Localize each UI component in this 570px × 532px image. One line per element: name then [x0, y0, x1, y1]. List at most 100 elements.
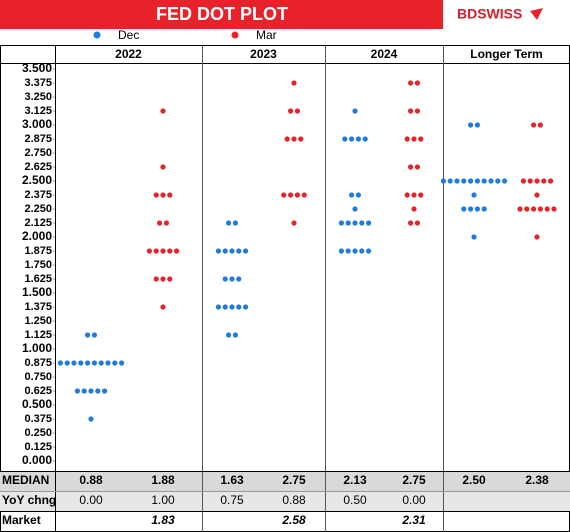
dot — [355, 136, 361, 142]
dot — [338, 248, 344, 254]
dot — [414, 164, 420, 170]
y-tick-label: 0.625 — [24, 385, 52, 397]
dot — [160, 192, 166, 198]
dot — [404, 136, 410, 142]
dot — [527, 178, 533, 184]
yoy-row-bg — [0, 491, 570, 511]
dot — [288, 192, 294, 198]
dot — [288, 108, 294, 114]
dot — [359, 248, 365, 254]
dot — [167, 276, 173, 282]
dot — [160, 276, 166, 282]
dot — [215, 304, 221, 310]
y-tick-label: 2.875 — [24, 133, 52, 145]
column-header: 2024 — [371, 47, 398, 61]
dot — [95, 388, 101, 394]
dot — [85, 332, 91, 338]
dot — [471, 192, 477, 198]
dot — [160, 248, 166, 254]
legend-label: Dec — [118, 28, 139, 42]
dot — [236, 248, 242, 254]
dot — [349, 136, 355, 142]
table-cell: 1.83 — [151, 513, 175, 527]
dot — [481, 206, 487, 212]
dot — [88, 388, 94, 394]
dot — [352, 220, 358, 226]
dot — [411, 192, 417, 198]
dot — [551, 206, 557, 212]
dot — [74, 388, 80, 394]
title-bar — [0, 0, 443, 29]
y-tick-label: 2.625 — [24, 161, 52, 173]
dot — [102, 388, 108, 394]
dot — [488, 178, 494, 184]
dot — [418, 192, 424, 198]
dot — [222, 304, 228, 310]
dot — [291, 80, 297, 86]
dot — [474, 178, 480, 184]
dot — [167, 248, 173, 254]
table-cell: 2.75 — [282, 473, 306, 487]
dot — [153, 192, 159, 198]
y-tick-label: 0.875 — [24, 357, 52, 369]
dot — [520, 178, 527, 184]
dot — [474, 122, 480, 128]
dot — [232, 332, 238, 338]
dot — [352, 206, 358, 212]
logo-box — [443, 0, 570, 29]
dot — [471, 234, 477, 240]
y-tick-label: 2.125 — [24, 217, 52, 229]
dot — [544, 206, 550, 212]
row-label: YoY chng — [2, 493, 56, 507]
chart-title: FED DOT PLOT — [156, 4, 288, 24]
dot — [534, 178, 540, 184]
legend-marker — [93, 31, 101, 39]
dot — [98, 360, 104, 366]
y-tick-label: 1.625 — [24, 273, 52, 285]
dot — [474, 206, 480, 212]
dot — [345, 248, 351, 254]
dot — [411, 136, 417, 142]
dot — [345, 220, 351, 226]
dot — [408, 80, 414, 86]
y-tick-label: 2.000 — [22, 229, 52, 243]
dot — [359, 220, 365, 226]
dot — [105, 360, 111, 366]
dot — [414, 108, 420, 114]
dot — [294, 108, 300, 114]
dot — [160, 304, 166, 310]
dot — [163, 220, 169, 226]
dot — [338, 220, 344, 226]
dot — [404, 192, 410, 198]
dot — [418, 136, 424, 142]
dot — [160, 108, 166, 114]
logo-icon — [530, 8, 543, 20]
dot — [157, 220, 163, 226]
dot — [174, 248, 180, 254]
y-tick-label: 2.500 — [22, 173, 52, 187]
dot — [85, 360, 91, 366]
dot — [291, 220, 297, 226]
dot — [284, 136, 290, 142]
dot — [537, 206, 544, 212]
dot — [294, 192, 300, 198]
dot — [301, 192, 307, 198]
y-tick-label: 1.750 — [24, 259, 52, 271]
dot — [243, 304, 249, 310]
dot — [366, 220, 372, 226]
column-header: 2022 — [115, 47, 142, 61]
dot — [153, 248, 159, 254]
y-tick-label: 0.000 — [22, 453, 52, 467]
table-cell: 0.00 — [79, 493, 103, 507]
dot — [548, 178, 554, 184]
dot — [342, 136, 348, 142]
legend-label: Mar — [256, 28, 277, 42]
dot — [366, 248, 372, 254]
y-tick-label: 1.250 — [24, 315, 52, 327]
y-tick-label: 0.375 — [24, 413, 52, 425]
logo: BDSWISS — [457, 6, 522, 22]
table-cell: 1.88 — [151, 473, 175, 487]
table-cell: 1.00 — [151, 493, 175, 507]
dot — [468, 122, 474, 128]
dot — [355, 192, 361, 198]
